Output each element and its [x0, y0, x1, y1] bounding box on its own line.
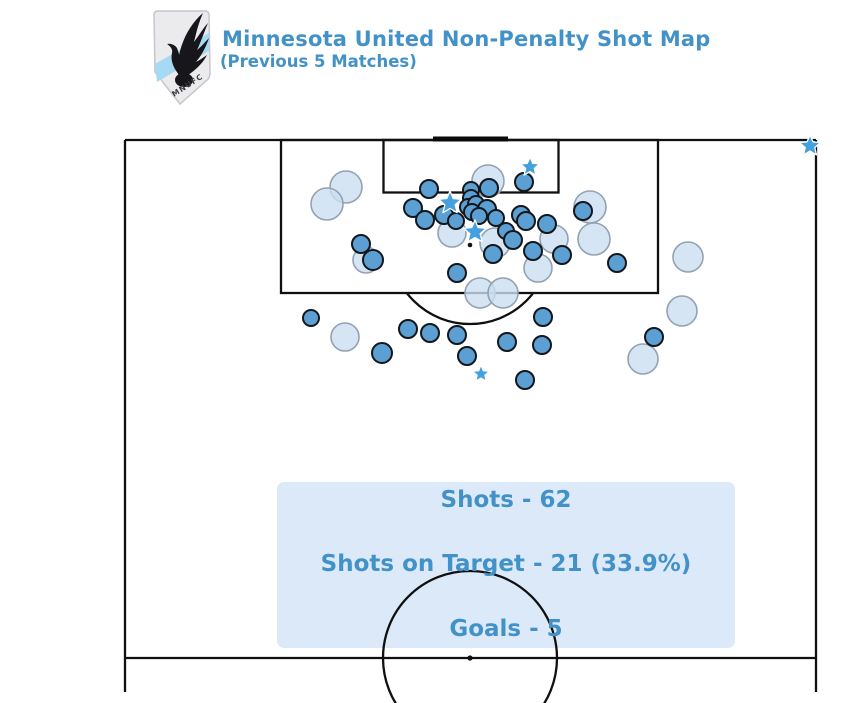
goal-marker-star — [437, 190, 463, 214]
shot-marker-dark — [503, 230, 523, 250]
shot-marker-dark — [447, 263, 467, 283]
shot-marker-dark — [537, 214, 557, 234]
shot-marker-dark — [516, 211, 536, 231]
shot-marker-dark — [552, 245, 572, 265]
page-subtitle: (Previous 5 Matches) — [220, 52, 417, 71]
shot-marker-dark — [419, 179, 439, 199]
shot-marker-dark — [573, 201, 593, 221]
shot-marker-light — [330, 322, 360, 352]
shot-marker-dark — [302, 309, 320, 327]
shot-marker-dark — [351, 234, 371, 254]
shot-marker-dark — [398, 319, 418, 339]
shot-marker-light — [310, 187, 344, 221]
stat-goals: Goals - 5 — [449, 616, 563, 642]
shot-marker-dark — [607, 253, 627, 273]
shot-marker-dark — [457, 346, 477, 366]
goal-marker-star — [519, 156, 541, 176]
shot-marker-light — [666, 295, 698, 327]
shot-marker-dark — [447, 212, 465, 230]
shot-marker-light — [672, 241, 704, 273]
goal-marker-star — [462, 219, 488, 243]
shot-marker-dark — [497, 332, 517, 352]
goal-marker-star — [471, 364, 491, 382]
stat-shots: Shots - 62 — [440, 487, 572, 513]
shot-marker-dark — [420, 323, 440, 343]
shot-marker-dark — [532, 335, 552, 355]
shot-marker-dark — [479, 178, 499, 198]
shot-marker-dark — [403, 198, 423, 218]
shot-marker-dark — [470, 207, 488, 225]
shot-marker-dark — [533, 307, 553, 327]
shot-marker-dark — [487, 209, 505, 227]
shot-marker-light — [487, 277, 519, 309]
page-title: Minnesota United Non-Penalty Shot Map — [222, 27, 711, 51]
goal-marker-star — [798, 134, 822, 156]
shot-marker-light — [577, 222, 611, 256]
shot-marker-dark — [515, 370, 535, 390]
mnufc-crest-icon: MNUFC — [153, 10, 211, 106]
shot-marker-dark — [447, 325, 467, 345]
shot-marker-light — [627, 343, 659, 375]
stat-shots-on-target: Shots on Target - 21 (33.9%) — [320, 551, 692, 577]
pitch-lines — [123, 136, 818, 703]
center-spot — [467, 655, 473, 661]
shot-marker-dark — [644, 327, 664, 347]
shot-marker-dark — [362, 249, 384, 271]
shot-marker-dark — [415, 210, 435, 230]
shot-marker-dark — [523, 241, 543, 261]
shot-marker-dark — [483, 244, 503, 264]
shot-markers — [302, 134, 822, 390]
shot-marker-dark — [371, 342, 393, 364]
penalty-spot — [467, 242, 473, 248]
stats-panel — [277, 482, 735, 648]
